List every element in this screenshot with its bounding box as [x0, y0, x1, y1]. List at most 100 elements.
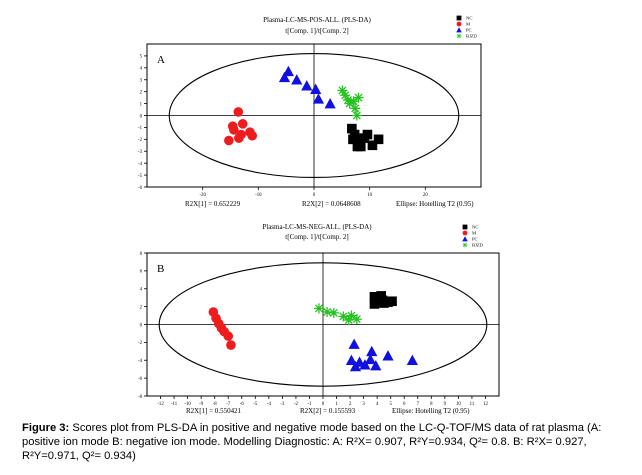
data-point — [312, 93, 325, 104]
data-point — [387, 296, 397, 307]
data-point — [226, 340, 236, 350]
data-point — [353, 92, 364, 103]
data-point — [382, 350, 394, 361]
data-point — [338, 311, 349, 322]
y-tick-label: -6 — [138, 186, 143, 191]
zero-axes — [147, 253, 499, 396]
ellipse-label: Ellipse: Hotelling T2 (0.95) — [396, 200, 474, 208]
x-tick-label: -11 — [171, 402, 178, 407]
chart-subtitle: t[Comp. 1]/t[Comp. 2] — [285, 233, 348, 241]
series-pc — [345, 338, 418, 372]
data-point — [328, 307, 339, 318]
y-tick-label: -6 — [138, 377, 143, 382]
x-tick-label: -4 — [267, 402, 272, 407]
y-tick-label: 2 — [140, 305, 143, 310]
data-point — [282, 65, 294, 77]
x-tick-label: 11 — [470, 402, 475, 407]
data-point — [347, 123, 357, 134]
data-point — [313, 303, 324, 314]
x-tick-label: 7 — [417, 402, 420, 407]
x-tick-label: 0 — [313, 193, 316, 198]
y-tick-label: 0 — [140, 323, 143, 328]
data-point — [366, 345, 378, 357]
x-tick-label: -1 — [307, 402, 312, 407]
x-tick-label: -5 — [253, 402, 258, 407]
data-point — [310, 83, 322, 95]
y-tick-label: 6 — [140, 270, 143, 275]
series-nc — [347, 123, 384, 152]
data-point — [373, 294, 384, 305]
legend-label: NC — [466, 16, 472, 21]
data-point — [364, 353, 376, 365]
legend-marker — [462, 236, 468, 242]
ellipse-label: Ellipse: Hotelling T2 (0.95) — [392, 407, 470, 415]
panel-b: Plasma-LC-MS-NEG-ALL. (PLS-DA) t[Comp. 1]… — [138, 223, 500, 415]
series-nc — [369, 291, 397, 309]
data-point — [229, 125, 239, 135]
series-m — [208, 307, 236, 350]
data-point — [351, 314, 362, 325]
x-tick-label: -2 — [294, 402, 299, 407]
chart-title: Plasma-LC-MS-POS-ALL. (PLS-DA) — [263, 16, 371, 24]
y-tick-label: -2 — [138, 341, 143, 346]
panel-label: B — [157, 263, 164, 275]
y-tick-label: -8 — [138, 395, 143, 400]
data-point — [223, 331, 234, 341]
legend-marker — [462, 242, 468, 248]
data-point — [352, 141, 363, 152]
data-point — [370, 360, 382, 371]
y-tick-label: -3 — [138, 150, 143, 155]
y-tick-label: 4 — [140, 288, 143, 293]
data-point — [373, 134, 384, 145]
x-tick-label: -20 — [199, 193, 206, 198]
series-bjzd — [313, 303, 362, 326]
legend-label: M — [466, 22, 470, 27]
panel-a: Plasma-LC-MS-POS-ALL. (PLS-DA) t[Comp. 1]… — [138, 15, 482, 208]
x-tick-label: 1 — [335, 402, 338, 407]
data-point — [345, 354, 358, 366]
legend-label: NC — [472, 225, 478, 230]
y-tick-label: 0 — [140, 114, 143, 119]
data-point — [359, 359, 371, 370]
data-point — [234, 133, 244, 143]
x-tick-label: 2 — [349, 402, 352, 407]
legend-label: PC — [472, 237, 478, 242]
data-point — [233, 107, 244, 117]
data-point — [348, 338, 360, 349]
y-tick-label: 8 — [140, 252, 143, 257]
legend-marker — [456, 15, 462, 21]
legend-marker — [456, 33, 462, 39]
data-point — [322, 306, 333, 317]
x-tick-label: 3 — [362, 402, 365, 407]
data-point — [350, 103, 361, 114]
data-point — [351, 110, 362, 121]
y-tick-label: 5 — [140, 55, 143, 60]
data-point — [224, 135, 234, 146]
y-tick-label: 3 — [140, 79, 143, 84]
r2x1-label: R2X[1] = 0.652229 — [185, 200, 241, 208]
data-point — [379, 298, 389, 308]
r2x2-label: R2X[2] = 0.0648608 — [302, 200, 361, 208]
data-point — [324, 97, 336, 109]
figure-caption: Figure 3: Scores plot from PLS-DA in pos… — [22, 421, 632, 463]
y-tick-label: -4 — [138, 162, 143, 167]
legend-label: M — [472, 231, 476, 236]
data-point — [278, 71, 291, 83]
legend-marker — [462, 224, 468, 230]
data-point — [362, 129, 373, 140]
x-tick-label: 5 — [389, 402, 392, 407]
x-tick-label: -9 — [199, 402, 204, 407]
legend-marker — [456, 27, 462, 33]
x-tick-label: 9 — [444, 402, 447, 407]
panel-label: A — [157, 54, 165, 66]
y-tick-label: 2 — [140, 90, 143, 95]
x-tick-label: -3 — [280, 402, 285, 407]
x-tick-label: -10 — [184, 402, 191, 407]
series-pc — [278, 65, 336, 109]
chart-subtitle: t[Comp. 1]/t[Comp. 2] — [285, 27, 348, 35]
legend-label: PC — [466, 28, 472, 33]
pls-da-figure: Plasma-LC-MS-POS-ALL. (PLS-DA) t[Comp. 1]… — [138, 15, 500, 415]
y-tick-label: -5 — [138, 174, 143, 179]
